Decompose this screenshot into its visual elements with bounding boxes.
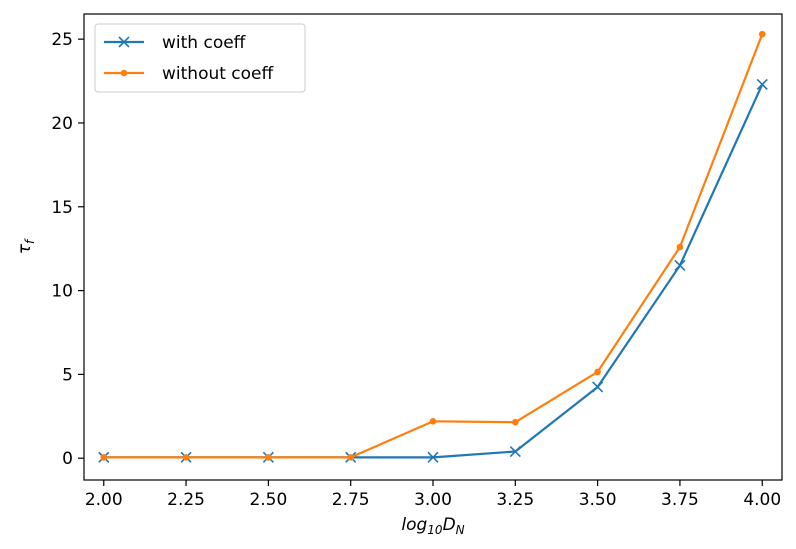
data-point — [347, 454, 354, 461]
x-tick-label: 3.75 — [661, 490, 699, 510]
legend-label: with coeff — [162, 33, 247, 53]
legend-marker — [118, 36, 130, 48]
legend-label: without coeff — [162, 64, 275, 84]
legend-item: with coeff — [104, 33, 247, 53]
x-tick-label: 2.75 — [332, 490, 370, 510]
y-tick-label: 5 — [62, 365, 73, 385]
x-axis: 2.00 2.25 2.50 2.75 3.00 3.25 3.50 3.75 4.00 — [85, 480, 781, 510]
data-point — [594, 368, 601, 376]
x-tick-label: 4.00 — [743, 490, 781, 510]
x-axis-label: log10DN — [401, 515, 464, 537]
legend-item: without coeff — [104, 64, 275, 84]
data-point — [429, 418, 437, 425]
x-tick-label: 3.25 — [496, 490, 534, 510]
legend-box — [94, 23, 306, 93]
data-point — [676, 243, 684, 251]
data-point — [427, 451, 439, 463]
series-layer — [98, 30, 768, 463]
y-axis-label: τf — [15, 238, 37, 254]
y-axis: 0 5 10 15 20 25 — [51, 30, 84, 469]
x-tick-label: 2.25 — [167, 490, 205, 510]
data-point — [756, 78, 768, 90]
x-tick-label: 2.50 — [249, 490, 287, 510]
y-tick-label: 25 — [51, 30, 73, 50]
x-tick-label: 3.00 — [414, 490, 452, 510]
data-point — [100, 454, 108, 461]
data-point — [758, 30, 766, 38]
y-tick-label: 10 — [51, 282, 73, 302]
x-tick-label: 2.00 — [85, 490, 123, 510]
y-tick-label: 20 — [51, 114, 73, 134]
data-point — [592, 381, 604, 393]
data-point — [265, 454, 272, 461]
data-point — [674, 259, 686, 272]
y-tick-label: 0 — [62, 449, 73, 469]
series-without-coeff — [100, 30, 766, 461]
y-tick-label: 15 — [51, 198, 73, 218]
data-point — [509, 445, 521, 458]
legend-marker — [120, 69, 128, 77]
x-tick-label: 3.50 — [579, 490, 617, 510]
plot-frame — [83, 13, 783, 481]
data-point — [182, 454, 190, 461]
legend: with coeff without coeff — [94, 23, 306, 93]
data-point — [512, 418, 519, 426]
